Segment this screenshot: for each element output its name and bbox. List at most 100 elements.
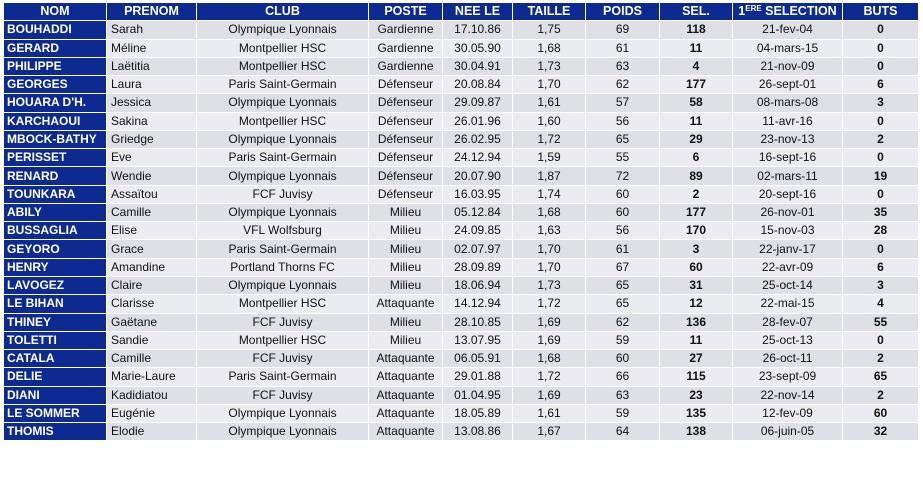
cell-prenom: Grace <box>106 239 197 259</box>
cell-prenom: Sarah <box>106 20 197 40</box>
cell-poste: Gardienne <box>368 20 443 40</box>
table-row: GERARD Méline Montpellier HSC Gardienne 30.0… <box>3 38 919 58</box>
cell-poids: 55 <box>585 148 660 168</box>
cell-taille: 1,69 <box>512 385 586 405</box>
cell-sel: 3 <box>659 239 733 259</box>
cell-buts: 2 <box>842 129 919 150</box>
cell-club: Olympique Lyonnais <box>196 275 369 296</box>
cell-poids: 63 <box>585 56 660 77</box>
cell-taille: 1,67 <box>512 422 586 442</box>
header-nee-le: NEE LE <box>442 1 513 22</box>
cell-nom: LAVOGEZ <box>3 275 107 296</box>
cell-taille: 1,60 <box>512 111 586 131</box>
table-row: GEYORO Grace Paris Saint-Germain Milieu 02.0… <box>3 239 919 259</box>
cell-nee-le: 16.03.95 <box>442 184 513 204</box>
cell-nom: MBOCK-BATHY <box>3 129 107 150</box>
table-row: TOLETTI Sandie Montpellier HSC Milieu 13.07.… <box>3 330 919 351</box>
cell-nee-le: 30.04.91 <box>442 56 513 77</box>
cell-poste: Milieu <box>368 257 443 277</box>
cell-sel: 6 <box>659 148 733 168</box>
cell-sel: 11 <box>659 330 733 351</box>
cell-first-selection: 16-sept-16 <box>732 148 843 168</box>
cell-buts: 2 <box>842 385 919 405</box>
header-first-sel-sup: ERE <box>745 4 762 14</box>
cell-first-selection: 21-fev-04 <box>732 20 843 40</box>
header-first-sel-num: 1 <box>738 4 746 19</box>
cell-sel: 138 <box>659 422 733 442</box>
header-nom: NOM <box>3 1 107 22</box>
cell-taille: 1,68 <box>512 349 586 369</box>
cell-sel: 58 <box>659 93 733 113</box>
cell-poste: Défenseur <box>368 184 443 204</box>
cell-nom: DELIE <box>3 367 107 387</box>
cell-sel: 23 <box>659 385 733 405</box>
cell-first-selection: 11-avr-16 <box>732 111 843 131</box>
cell-club: Olympique Lyonnais <box>196 202 369 223</box>
cell-buts: 0 <box>842 20 919 40</box>
cell-buts: 28 <box>842 221 919 241</box>
table-row: ABILY Camille Olympique Lyonnais Milieu 05.1… <box>3 202 919 223</box>
cell-taille: 1,72 <box>512 129 586 150</box>
cell-nee-le: 05.12.84 <box>442 202 513 223</box>
cell-poids: 59 <box>585 403 660 424</box>
cell-poste: Défenseur <box>368 111 443 131</box>
cell-prenom: Jessica <box>106 93 197 113</box>
cell-nee-le: 28.10.85 <box>442 312 513 332</box>
cell-nee-le: 26.02.95 <box>442 129 513 150</box>
cell-poste: Défenseur <box>368 93 443 113</box>
cell-buts: 3 <box>842 275 919 296</box>
cell-prenom: Eve <box>106 148 197 168</box>
cell-taille: 1,70 <box>512 239 586 259</box>
cell-sel: 115 <box>659 367 733 387</box>
cell-sel: 4 <box>659 56 733 77</box>
cell-club: Montpellier HSC <box>196 111 369 131</box>
cell-poste: Attaquante <box>368 367 443 387</box>
cell-nee-le: 13.08.86 <box>442 422 513 442</box>
cell-taille: 1,75 <box>512 20 586 40</box>
cell-buts: 3 <box>842 93 919 113</box>
cell-nee-le: 14.12.94 <box>442 294 513 314</box>
cell-first-selection: 06-juin-05 <box>732 422 843 442</box>
cell-taille: 1,87 <box>512 166 586 186</box>
cell-buts: 0 <box>842 56 919 77</box>
cell-prenom: Marie-Laure <box>106 367 197 387</box>
header-poids: POIDS <box>585 1 660 22</box>
cell-nee-le: 01.04.95 <box>442 385 513 405</box>
cell-poids: 56 <box>585 111 660 131</box>
cell-nee-le: 30.05.90 <box>442 38 513 58</box>
cell-club: Portland Thorns FC <box>196 257 369 277</box>
cell-sel: 31 <box>659 275 733 296</box>
cell-prenom: Elodie <box>106 422 197 442</box>
cell-poids: 72 <box>585 166 660 186</box>
table-row: CATALA Camille FCF Juvisy Attaquante 06.05.9… <box>3 349 919 369</box>
header-poste: POSTE <box>368 1 443 22</box>
header-club: CLUB <box>196 1 369 22</box>
cell-first-selection: 22-mai-15 <box>732 294 843 314</box>
cell-first-selection: 22-nov-14 <box>732 385 843 405</box>
cell-nom: GEORGES <box>3 75 107 95</box>
cell-nom: RENARD <box>3 166 107 186</box>
cell-poids: 59 <box>585 330 660 351</box>
cell-taille: 1,68 <box>512 38 586 58</box>
cell-poste: Défenseur <box>368 129 443 150</box>
table-row: KARCHAOUI Sakina Montpellier HSC Défenseur 2… <box>3 111 919 131</box>
cell-buts: 0 <box>842 239 919 259</box>
cell-nee-le: 02.07.97 <box>442 239 513 259</box>
cell-club: FCF Juvisy <box>196 349 369 369</box>
table-row: PHILIPPE Laëtitia Montpellier HSC Gardienne… <box>3 56 919 77</box>
cell-prenom: Eugénie <box>106 403 197 424</box>
cell-sel: 135 <box>659 403 733 424</box>
cell-prenom: Camille <box>106 202 197 223</box>
roster-body: BOUHADDI Sarah Olympique Lyonnais Gardienne… <box>3 20 919 442</box>
cell-nom: BUSSAGLIA <box>3 221 107 241</box>
header-buts: BUTS <box>842 1 919 22</box>
cell-buts: 6 <box>842 257 919 277</box>
cell-club: Olympique Lyonnais <box>196 166 369 186</box>
cell-prenom: Clarisse <box>106 294 197 314</box>
cell-taille: 1,63 <box>512 221 586 241</box>
cell-buts: 0 <box>842 111 919 131</box>
cell-taille: 1,70 <box>512 257 586 277</box>
cell-nom: HOUARA D'H. <box>3 93 107 113</box>
cell-poids: 56 <box>585 221 660 241</box>
cell-taille: 1,68 <box>512 202 586 223</box>
